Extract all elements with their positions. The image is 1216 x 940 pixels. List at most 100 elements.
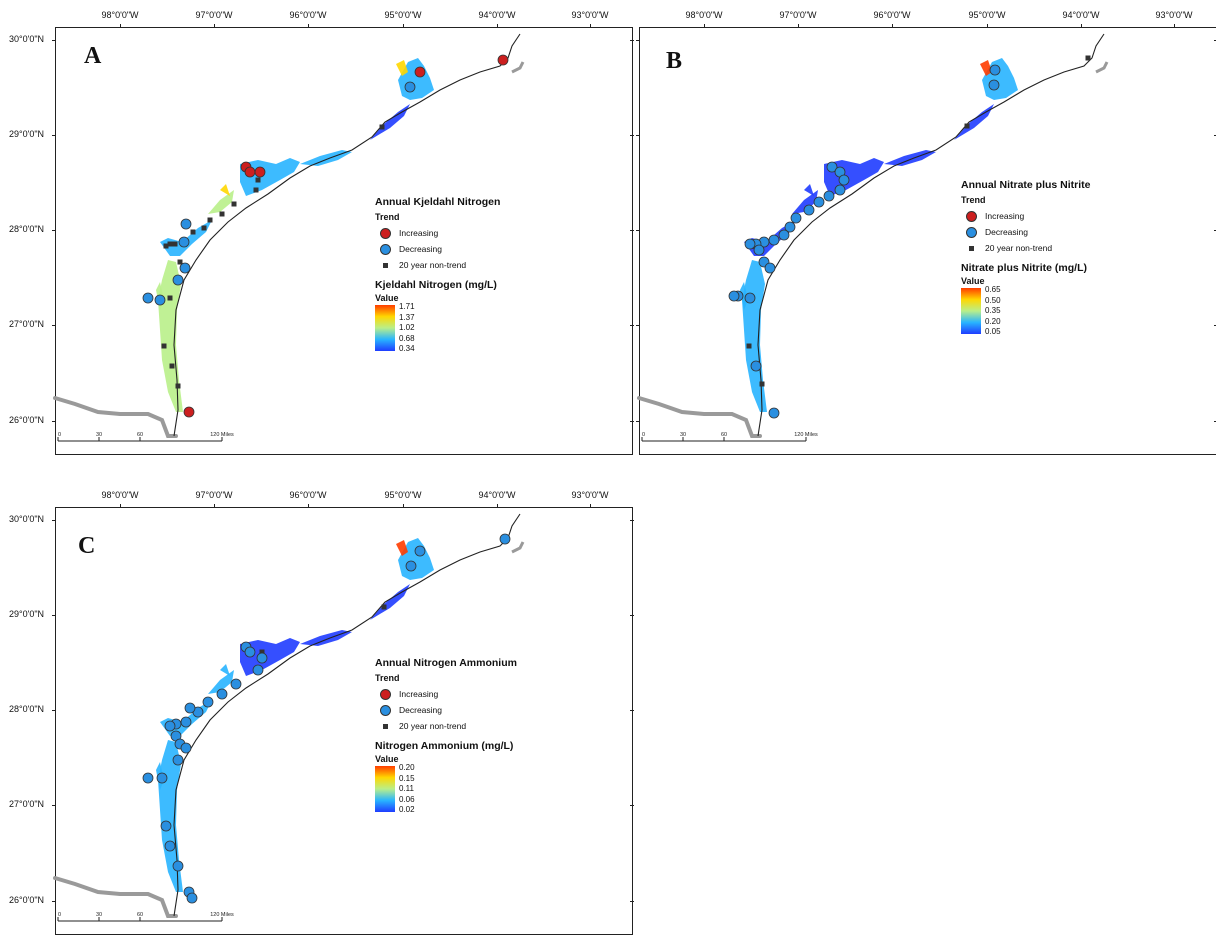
decreasing-site-marker xyxy=(172,754,184,766)
land-border-line xyxy=(53,396,178,438)
map-panel-c: 98°0'0"W 97°0'0"W 96°0'0"W 95°0'0"W 94°0'0"W… xyxy=(0,480,640,935)
scale-bar-label: 0 xyxy=(58,432,61,438)
longitude-label: 95°0'0"W xyxy=(384,490,422,500)
longitude-label: 97°0'0"W xyxy=(779,10,817,20)
graticule-tick xyxy=(636,325,640,326)
scale-bar-label: 0 xyxy=(58,912,61,918)
graticule-tick xyxy=(214,24,215,28)
longitude-label: 98°0'0"W xyxy=(101,10,139,20)
estuary-water xyxy=(300,150,352,166)
estuary-water xyxy=(396,540,408,556)
decreasing-site-marker xyxy=(186,892,198,904)
graticule-tick xyxy=(590,504,591,508)
non-trend-site-marker xyxy=(169,363,175,369)
non-trend-site-marker xyxy=(177,259,183,265)
graticule-tick xyxy=(497,24,498,28)
legend-item-non-trend: 20 year non-trend xyxy=(375,258,500,274)
scale-bar-label: 120 Miles xyxy=(210,432,234,438)
graticule-tick xyxy=(630,40,634,41)
land-border-line xyxy=(637,396,762,438)
decreasing-site-marker xyxy=(784,221,796,233)
longitude-label: 96°0'0"W xyxy=(289,10,327,20)
longitude-label: 96°0'0"W xyxy=(289,490,327,500)
increasing-marker-icon xyxy=(379,228,391,239)
ramp-tick: 0.35 xyxy=(985,306,1001,315)
graticule-tick xyxy=(1174,24,1175,28)
estuary-water xyxy=(804,184,814,196)
non-trend-site-marker xyxy=(172,241,178,247)
non-trend-site-marker xyxy=(255,177,261,183)
legend-label: 20 year non-trend xyxy=(985,243,1053,254)
scale-bar-label: 0 xyxy=(642,432,645,438)
map-frame xyxy=(55,27,633,455)
panel-letter: A xyxy=(84,43,102,69)
decreasing-site-marker xyxy=(768,234,780,246)
estuary-water xyxy=(740,282,748,310)
ramp-tick: 0.11 xyxy=(399,784,414,793)
ramp-tick: 0.15 xyxy=(399,773,415,783)
ramp-tick: 0.50 xyxy=(985,295,1001,305)
graticule-tick xyxy=(704,24,705,28)
ramp-tick: 1.02 xyxy=(399,323,415,332)
map-frame xyxy=(55,507,633,935)
non-trend-site-marker xyxy=(759,381,765,387)
decreasing-site-marker xyxy=(216,688,228,700)
longitude-label: 93°0'0"W xyxy=(571,10,609,20)
map-panel-a: 98°0'0"W 97°0'0"W 96°0'0"W 95°0'0"W 94°0'0"W… xyxy=(0,0,640,460)
legend-label: Increasing xyxy=(399,228,439,239)
latitude-label: 26°0'0"N xyxy=(9,415,45,425)
decreasing-site-marker xyxy=(164,840,176,852)
decreasing-site-marker xyxy=(989,64,1001,76)
decreasing-site-marker xyxy=(813,196,825,208)
non-trend-site-marker xyxy=(1085,55,1091,61)
decreasing-site-marker xyxy=(172,860,184,872)
decreasing-site-marker xyxy=(778,229,790,241)
decreasing-site-marker xyxy=(164,720,176,732)
graticule-tick xyxy=(636,421,640,422)
graticule-tick xyxy=(798,24,799,28)
non-trend-site-marker xyxy=(161,343,167,349)
graticule-tick xyxy=(1214,325,1216,326)
estuary-water xyxy=(396,60,408,76)
non-trend-site-marker xyxy=(381,604,387,610)
scale-bar: 0 30 60 120 Miles xyxy=(57,432,234,442)
longitude-label: 97°0'0"W xyxy=(195,10,233,20)
graticule-tick xyxy=(403,24,404,28)
legend-unit-title: Kjeldahl Nitrogen (mg/L) xyxy=(375,278,497,291)
decreasing-site-marker xyxy=(499,533,511,545)
graticule-tick xyxy=(52,615,56,616)
longitude-label: 98°0'0"W xyxy=(685,10,723,20)
longitude-label: 98°0'0"W xyxy=(101,490,139,500)
decreasing-site-marker xyxy=(252,664,264,676)
scale-bar-label: 30 xyxy=(680,432,686,438)
scale-bar: 0 30 60 120 Miles xyxy=(641,432,818,442)
graticule-tick xyxy=(214,504,215,508)
graticule-tick xyxy=(892,24,893,28)
longitude-label: 94°0'0"W xyxy=(478,10,516,20)
decreasing-site-marker xyxy=(172,274,184,286)
ramp-tick: 0.20 xyxy=(399,763,415,772)
scale-bar-label: 120 Miles xyxy=(210,912,234,918)
graticule-tick xyxy=(308,504,309,508)
legend-value-label: Value xyxy=(375,754,399,764)
decreasing-site-marker xyxy=(184,702,196,714)
longitude-label: 95°0'0"W xyxy=(968,10,1006,20)
scale-bar: 0 30 60 120 Miles xyxy=(57,912,234,922)
decreasing-site-marker xyxy=(728,290,740,302)
decreasing-site-marker xyxy=(988,79,1000,91)
longitude-label: 95°0'0"W xyxy=(384,10,422,20)
decreasing-site-marker xyxy=(790,212,802,224)
panel-letter: C xyxy=(78,533,96,559)
estuary-water xyxy=(884,150,936,166)
decreasing-marker-icon xyxy=(379,705,391,716)
legend-title: Annual Nitrate plus Nitrite xyxy=(961,179,1091,191)
map-panel-b: 98°0'0"W 97°0'0"W 96°0'0"W 95°0'0"W 94°0'0"W… xyxy=(584,0,1216,460)
graticule-tick xyxy=(630,710,634,711)
decreasing-site-marker xyxy=(156,772,168,784)
estuary-water xyxy=(954,104,994,140)
decreasing-site-marker xyxy=(768,407,780,419)
estuary-water xyxy=(160,220,212,256)
latitude-label: 29°0'0"N xyxy=(9,609,45,619)
ramp-tick: 0.65 xyxy=(985,285,1001,294)
decreasing-site-marker xyxy=(202,696,214,708)
